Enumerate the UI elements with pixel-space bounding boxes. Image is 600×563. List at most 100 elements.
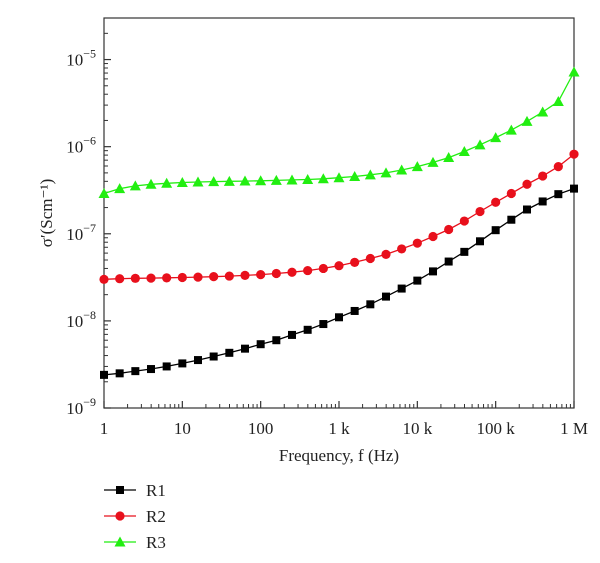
x-tick-label: 1: [100, 419, 109, 438]
legend-label: R3: [146, 533, 166, 552]
data-point: [365, 253, 375, 264]
legend-marker: [115, 511, 125, 521]
legend-marker: [116, 486, 124, 494]
legend-item-r2: R2: [104, 507, 166, 526]
data-point: [286, 174, 298, 185]
data-point: [569, 149, 579, 159]
data-point: [317, 173, 329, 184]
data-point: [272, 336, 281, 345]
data-point: [396, 164, 408, 175]
data-point: [241, 344, 250, 353]
data-point: [397, 244, 407, 254]
series-r1: [100, 184, 578, 379]
data-point: [256, 269, 266, 280]
y-tick-label: 10−8: [66, 308, 96, 331]
data-point: [554, 190, 563, 199]
data-point: [474, 139, 486, 150]
data-point: [288, 330, 297, 339]
data-point: [429, 267, 438, 276]
data-point: [271, 268, 281, 279]
data-point: [114, 183, 126, 194]
data-point: [208, 176, 220, 187]
legend-label: R1: [146, 481, 166, 500]
data-point: [522, 179, 532, 189]
data-point: [350, 306, 359, 315]
legend-item-r3: R3: [104, 533, 166, 552]
y-tick-label: 10−9: [66, 395, 96, 418]
data-point: [176, 176, 188, 187]
data-point: [506, 188, 516, 199]
data-point: [491, 226, 500, 235]
data-point: [381, 249, 391, 259]
data-point: [537, 106, 549, 117]
data-point: [98, 188, 110, 199]
data-point: [303, 265, 313, 276]
data-point: [427, 156, 439, 167]
data-point: [333, 172, 345, 183]
data-point: [335, 313, 343, 322]
data-point: [209, 352, 218, 361]
series-r2: [99, 149, 579, 284]
data-point: [380, 167, 392, 178]
data-point: [303, 325, 312, 334]
data-point: [490, 132, 502, 143]
data-point: [568, 66, 580, 77]
x-axis-ticks: 1 10 100 1 k 10 k 100 k 1 M: [100, 401, 588, 438]
y-tick-label: 10−5: [66, 47, 96, 70]
data-point: [460, 247, 469, 256]
data-point: [476, 237, 485, 246]
x-tick-label: 10: [174, 419, 191, 438]
data-point: [177, 272, 187, 283]
data-point: [100, 370, 108, 379]
data-point: [319, 320, 328, 329]
data-point: [302, 173, 314, 184]
data-point: [366, 300, 375, 309]
data-point: [350, 257, 360, 267]
data-point: [146, 365, 155, 374]
data-point: [115, 274, 125, 284]
plot-frame: [103, 17, 575, 409]
series-line: [103, 187, 575, 376]
x-axis-label: Frequency, f (Hz): [279, 446, 399, 465]
legend-item-r1: R1: [104, 481, 166, 500]
x-tick-label: 10 k: [402, 419, 432, 438]
data-point: [570, 184, 578, 193]
legend: R1 R2 R3: [104, 481, 166, 552]
data-point: [334, 261, 344, 271]
data-point: [444, 257, 453, 266]
data-point: [194, 356, 203, 365]
data-point: [505, 124, 517, 135]
data-point: [444, 224, 454, 235]
data-point: [162, 273, 172, 283]
y-axis-ticks: 10−9 10−8 10−7 10−6 10−5: [66, 32, 111, 418]
series-layer: [98, 66, 580, 379]
data-point: [130, 273, 140, 283]
y-tick-label: 10−7: [66, 221, 96, 244]
data-point: [240, 270, 250, 280]
data-point: [538, 197, 547, 206]
data-point: [223, 175, 235, 186]
data-point: [364, 169, 376, 180]
data-point: [443, 152, 455, 163]
data-point: [224, 271, 234, 281]
data-point: [458, 146, 470, 157]
data-point: [523, 205, 532, 214]
data-point: [553, 162, 563, 172]
data-point: [129, 180, 141, 191]
x-tick-label: 100: [248, 419, 274, 438]
data-point: [255, 175, 267, 186]
data-point: [193, 272, 203, 282]
data-point: [256, 340, 265, 349]
data-point: [146, 273, 156, 283]
data-point: [115, 369, 124, 378]
data-point: [162, 362, 171, 371]
data-point: [99, 274, 109, 284]
data-point: [287, 267, 297, 277]
legend-marker: [114, 536, 126, 547]
y-axis-label: σ′(Scm⁻¹): [37, 179, 56, 248]
data-point: [491, 197, 501, 207]
data-point: [192, 176, 204, 187]
data-point: [521, 115, 533, 126]
data-point: [507, 215, 516, 224]
